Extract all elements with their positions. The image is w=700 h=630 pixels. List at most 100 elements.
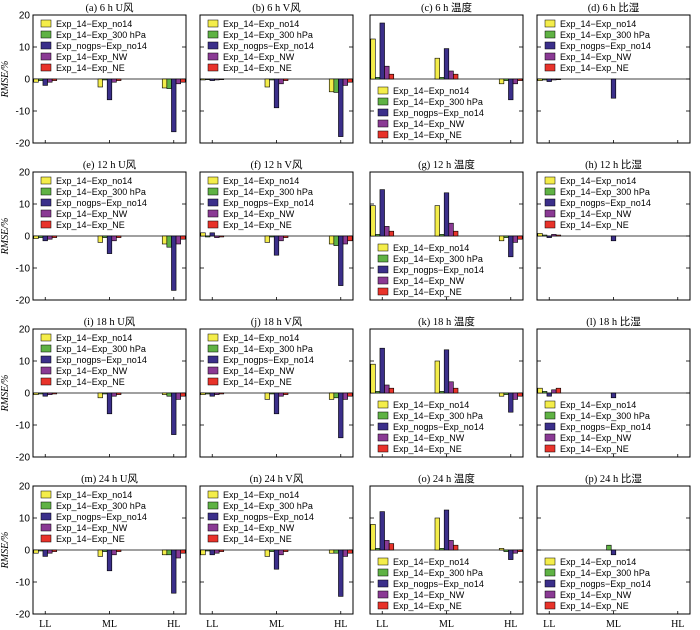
legend-swatch: [40, 30, 52, 39]
bar-Exp_14−Exp_NW-ML: [111, 549, 117, 556]
legend-swatch: [377, 108, 389, 117]
x-tick-label: LL: [39, 619, 51, 630]
legend-label: Exp_14−Exp_300 hPa: [560, 568, 650, 578]
legend-swatch: [207, 512, 219, 521]
bar-Exp_14−Exp_300 hPa-HL: [503, 549, 509, 552]
legend-swatch: [544, 590, 556, 599]
legend-swatch: [377, 444, 389, 453]
x-tick-label: LL: [206, 619, 218, 630]
legend-swatch: [544, 30, 556, 39]
legend-label: Exp_nogps−Exp_no14: [560, 579, 651, 589]
legend-swatch: [377, 601, 389, 610]
legend-label: Exp_14−Exp_NW: [56, 523, 128, 533]
bar-Exp_14−Exp_300 hPa-ML: [269, 78, 275, 81]
legend-swatch: [544, 41, 556, 50]
bar-Exp_14−Exp_no14-HL: [161, 78, 168, 89]
bar-Exp_nogps−Exp_no14-ML: [610, 235, 617, 242]
bar-Exp_14−Exp_NW-LL: [384, 65, 390, 80]
panel-4: (e) 12 h U风-20-1001020Exp_14−Exp_no14Exp…: [16, 159, 187, 307]
legend-swatch: [40, 52, 52, 61]
bar-Exp_14−Exp_300 hPa-HL: [166, 78, 172, 89]
legend-swatch: [377, 400, 389, 409]
legend-swatch: [40, 344, 52, 353]
bar-Exp_nogps−Exp_no14-LL: [379, 189, 385, 237]
bar-Exp_14−Exp_300 hPa-LL: [375, 548, 381, 551]
bar-Exp_nogps−Exp_no14-LL: [379, 22, 385, 80]
bar-Exp_14−Exp_no14-ML: [97, 392, 103, 399]
bar-Exp_14−Exp_NE-ML: [116, 549, 122, 552]
bar-Exp_14−Exp_NE-LL: [51, 78, 58, 81]
bar-Exp_nogps−Exp_no14-HL: [338, 78, 344, 137]
y-tick-label: 20: [19, 325, 31, 336]
legend-label: Exp_nogps−Exp_no14: [393, 579, 484, 589]
legend-label: Exp_nogps−Exp_no14: [56, 41, 147, 51]
bar-Exp_14−Exp_NE-LL: [218, 78, 225, 80]
bar-Exp_nogps−Exp_no14-ML: [273, 392, 280, 415]
bar-Exp_14−Exp_NW-ML: [111, 392, 117, 397]
bar-Exp_nogps−Exp_no14-HL: [338, 235, 344, 286]
bar-Exp_14−Exp_no14-LL: [200, 78, 206, 81]
legend-swatch: [377, 276, 389, 285]
bar-Exp_nogps−Exp_no14-LL: [42, 235, 48, 242]
legend-label: Exp_14−Exp_NW: [56, 209, 128, 219]
legend-label: Exp_14−Exp_300 hPa: [223, 187, 313, 197]
panel-1: (b) 6 h V风 Exp_14−Exp_no14Exp_14−Exp_300 …: [199, 2, 354, 144]
bar-Exp_nogps−Exp_no14-LL: [379, 347, 385, 394]
bar-Exp_14−Exp_300 hPa-ML: [269, 549, 275, 552]
y-tick-label: 20: [19, 168, 31, 179]
legend-label: Exp_14−Exp_NW: [393, 276, 465, 286]
bar-Exp_14−Exp_no14-HL: [161, 549, 168, 556]
bar-Exp_14−Exp_300 hPa-ML: [439, 548, 445, 551]
bar-Exp_14−Exp_NW-LL: [47, 392, 53, 395]
bar-Exp_14−Exp_NW-HL: [175, 78, 181, 85]
bar-Exp_14−Exp_300 hPa-HL: [333, 78, 339, 93]
legend-swatch: [377, 411, 389, 420]
bar-Exp_14−Exp_no14-ML: [264, 392, 270, 400]
legend-swatch: [377, 568, 389, 577]
bar-Exp_nogps−Exp_no14-ML: [610, 392, 617, 399]
legend-label: Exp_14−Exp_NE: [393, 287, 462, 297]
panel-title: (f) 12 h V风: [250, 159, 303, 171]
bar-Exp_14−Exp_NW-HL: [512, 235, 518, 243]
panel-7: (h) 12 h 比湿 Exp_14−Exp_no14Exp_14−Exp_300…: [536, 158, 691, 301]
legend-swatch: [40, 333, 52, 342]
bar-Exp_14−Exp_no14-ML: [264, 235, 270, 243]
legend-swatch: [207, 198, 219, 207]
bar-Exp_14−Exp_300 hPa-LL: [375, 391, 381, 394]
legend-label: Exp_14−Exp_300 hPa: [223, 30, 313, 40]
y-axis-label: RMSE/%: [0, 532, 11, 570]
bar-Exp_14−Exp_NW-LL: [214, 549, 220, 554]
legend-label: Exp_nogps−Exp_no14: [560, 198, 651, 208]
panel-title: (c) 6 h 温度: [421, 1, 473, 14]
panel-title: (n) 24 h V风: [250, 473, 304, 485]
bar-Exp_14−Exp_NW-ML: [111, 235, 117, 242]
bar-Exp_14−Exp_no14-LL: [537, 387, 543, 394]
panel-9: (j) 18 h V风 Exp_14−Exp_no14Exp_14−Exp_300…: [199, 316, 354, 458]
bar-Exp_nogps−Exp_no14-HL: [338, 549, 344, 597]
legend-label: Exp_14−Exp_no14: [560, 400, 636, 410]
legend-label: Exp_nogps−Exp_no14: [223, 512, 314, 522]
legend-swatch: [40, 355, 52, 364]
bar-Exp_14−Exp_NE-HL: [347, 549, 353, 554]
legend-label: Exp_14−Exp_NE: [560, 63, 629, 73]
bar-Exp_14−Exp_NE-LL: [388, 230, 395, 237]
bar-Exp_nogps−Exp_no14-HL: [508, 235, 514, 258]
bar-Exp_14−Exp_NE-LL: [218, 549, 225, 552]
bar-Exp_14−Exp_300 hPa-ML: [269, 392, 275, 395]
y-tick-label: 20: [19, 11, 31, 22]
bar-Exp_14−Exp_300 hPa-HL: [503, 78, 509, 81]
bar-Exp_14−Exp_300 hPa-HL: [333, 392, 339, 399]
legend-label: Exp_14−Exp_NW: [223, 523, 295, 533]
panel-6: (g) 12 h 温度 Exp_14−Exp_no14Exp_14−Exp_300…: [369, 158, 524, 301]
bar-Exp_14−Exp_NE-ML: [453, 73, 459, 80]
y-axis-label: RMSE/%: [0, 218, 11, 256]
legend-label: Exp_14−Exp_no14: [223, 19, 299, 29]
bar-Exp_nogps−Exp_no14-HL: [508, 78, 514, 101]
bar-Exp_nogps−Exp_no14-HL: [508, 549, 514, 560]
legend-label: Exp_14−Exp_no14: [393, 557, 469, 567]
legend-label: Exp_14−Exp_NW: [393, 590, 465, 600]
legend-label: Exp_14−Exp_NE: [223, 63, 292, 73]
panel-title: (o) 24 h 温度: [418, 472, 475, 485]
bar-Exp_14−Exp_NW-HL: [342, 78, 348, 86]
bar-Exp_nogps−Exp_no14-ML: [443, 48, 450, 80]
